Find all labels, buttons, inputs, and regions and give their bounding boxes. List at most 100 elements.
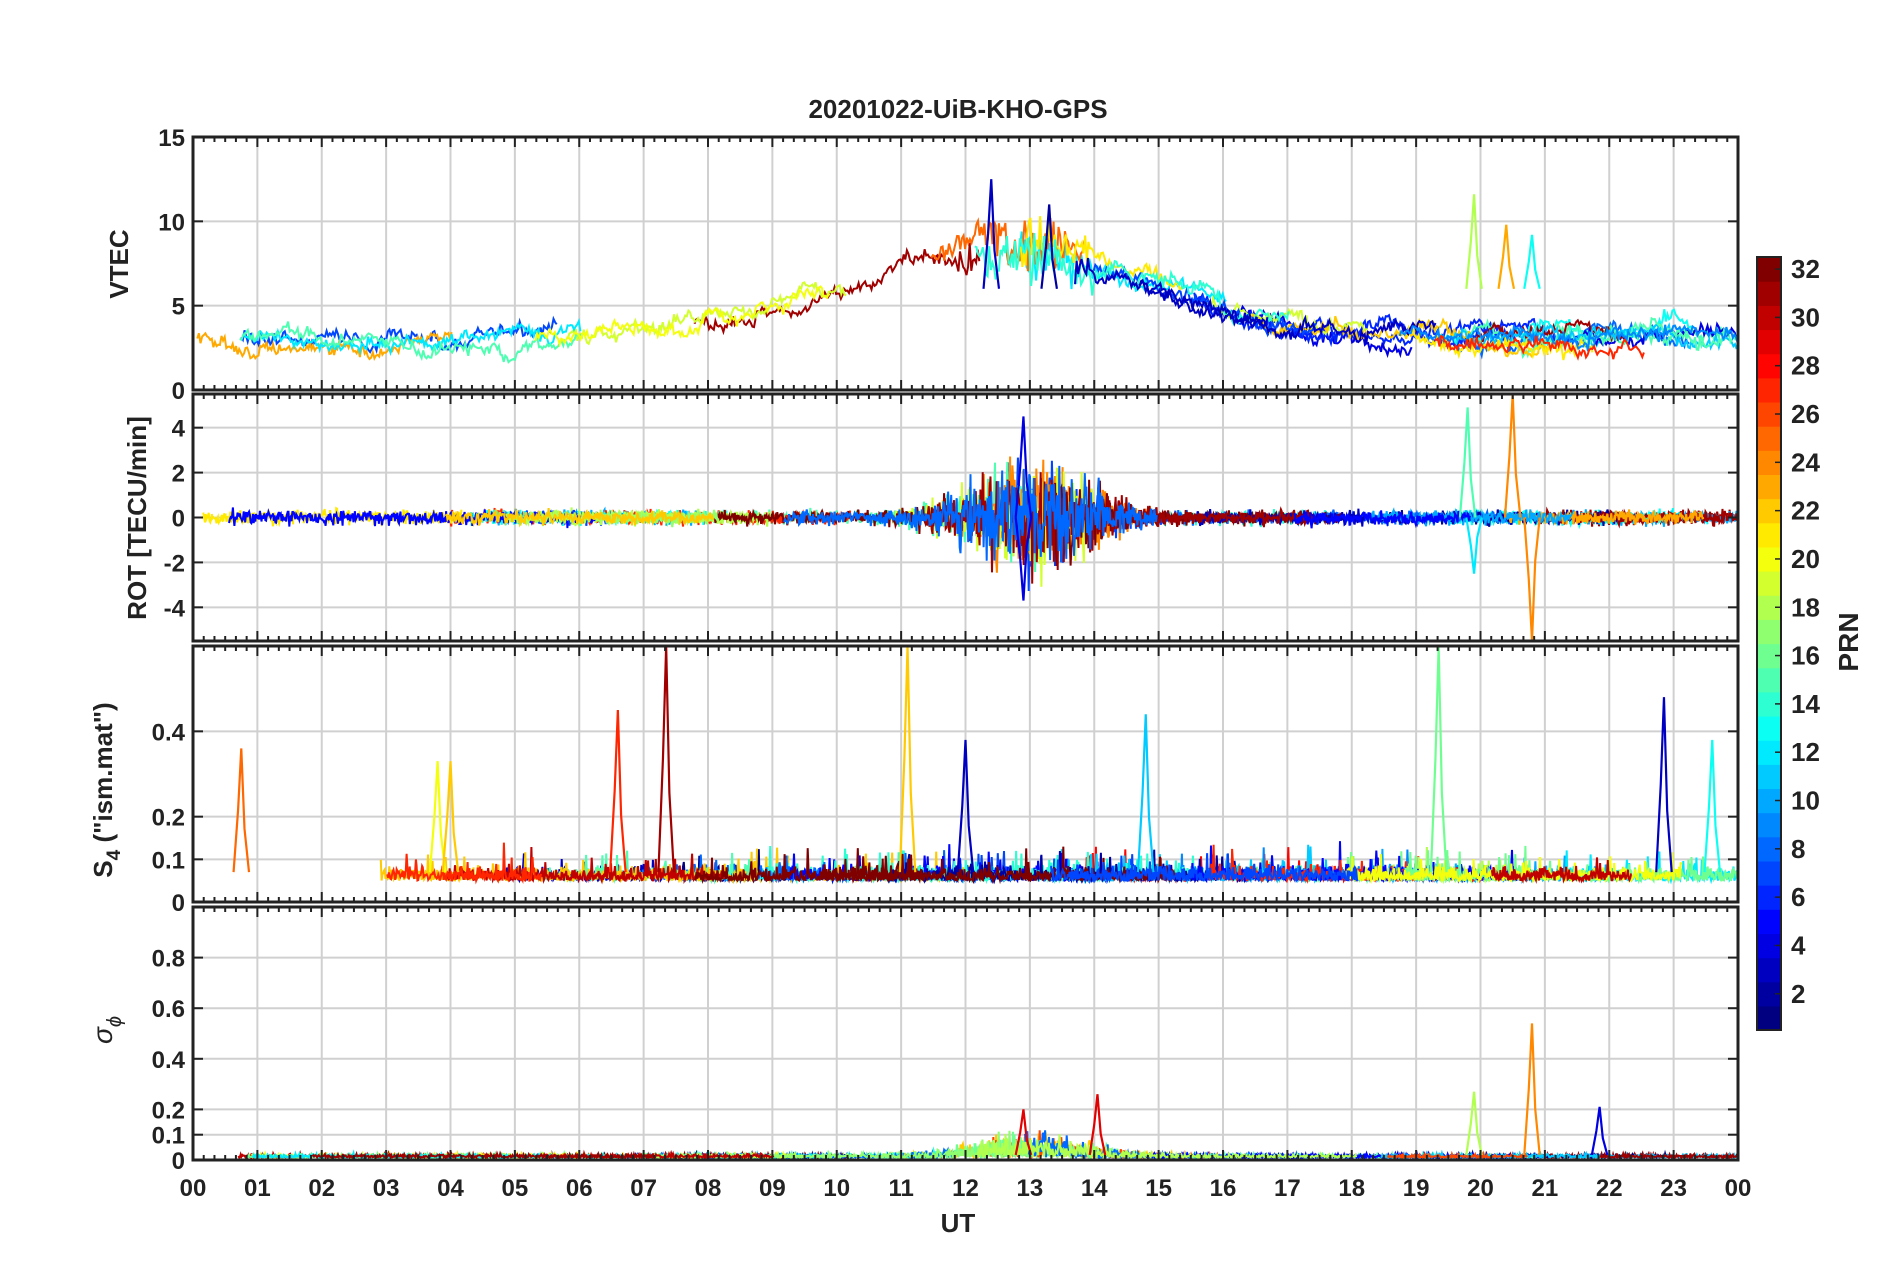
panel-vtec: 0 5 10 15 VTEC <box>104 125 1740 405</box>
colorbar-tick-label: 22 <box>1791 496 1820 526</box>
peak-prn-4 <box>1014 517 1033 601</box>
satellite-track-prn-9 <box>1398 324 1738 352</box>
x-tick-label: 08 <box>695 1175 722 1202</box>
satellite-track-prn-3 <box>1138 280 1269 329</box>
colorbar-swatch-prn-11 <box>1757 764 1781 790</box>
y-tick-label: 0.6 <box>152 996 185 1023</box>
peak-prn-4 <box>1590 1106 1609 1156</box>
colorbar-swatch-prn-25 <box>1757 426 1781 451</box>
peak-prn-15 <box>1458 407 1477 518</box>
peak-prn-18 <box>1465 1091 1483 1156</box>
colorbar-frame <box>1756 256 1782 1031</box>
peak-prn-3 <box>1655 697 1673 873</box>
x-tick-label: 00 <box>180 1175 207 1202</box>
colorbar-tick-label: 10 <box>1791 786 1820 816</box>
peak-prn-11 <box>1136 714 1155 873</box>
satellite-track-prn-7 <box>1092 262 1317 338</box>
peak-prn-24 <box>1503 394 1522 518</box>
peak-prn-20 <box>428 761 447 873</box>
axes-sigma-phi: 00.10.2 0.4 0.6 0.8 <box>152 905 1740 1175</box>
peak-prn-3 <box>982 179 1001 289</box>
satellite-track-prn-8 <box>783 465 1158 563</box>
peak-prn-22 <box>441 761 460 873</box>
x-tick-label: 06 <box>566 1175 593 1202</box>
x-tick-label: 01 <box>244 1175 271 1202</box>
x-axis-label: UT <box>941 1208 976 1238</box>
x-tick-label: 02 <box>308 1175 335 1202</box>
y-tick-label: 0 <box>172 506 185 533</box>
y-tick-label: 0.4 <box>152 719 186 746</box>
colorbar-tick-label: 4 <box>1791 930 1806 960</box>
peak-prn-25 <box>232 748 251 873</box>
series-lines-vtec <box>196 179 1738 364</box>
series-lines-rot <box>202 394 1738 641</box>
colorbar-tick-label: 32 <box>1791 254 1820 284</box>
x-tick-labels: 00 01 02 03 04 05 06 07 08 09 10 11 12 13 14 15 16 17 18 19… <box>180 1175 1752 1202</box>
colorbar-swatch-prn-9 <box>1757 812 1781 838</box>
satellite-track-prn-30 <box>1490 857 1632 885</box>
ylabel-sigma-sub: ϕ <box>104 1016 126 1027</box>
x-tick-label: 17 <box>1274 1175 1301 1202</box>
y-tick-label: 0 <box>172 378 185 405</box>
grid-rot <box>193 394 1738 641</box>
colorbar-swatch-prn-17 <box>1757 619 1781 645</box>
satellite-track-prn-7 <box>1050 853 1359 885</box>
ylabel-rot: ROT [TECU/min] <box>122 416 152 620</box>
x-tick-label: 22 <box>1596 1175 1623 1202</box>
ylabel-s4: S4 ("ism.mat") <box>88 702 125 877</box>
satellite-track-prn-22 <box>444 507 715 528</box>
panel-sigma-phi: 00.10.2 0.4 0.6 0.8 σϕ <box>87 905 1740 1175</box>
ylabel-s4-main: S <box>88 860 118 877</box>
peak-prn-23 <box>1497 224 1516 290</box>
peak-prn-22 <box>898 646 917 873</box>
colorbar-swatch-prn-15 <box>1757 667 1781 693</box>
chart-title: 20201022-UiB-KHO-GPS <box>808 94 1107 124</box>
colorbar-tick-label: 26 <box>1791 399 1820 429</box>
colorbar-tick-label: 2 <box>1791 979 1805 1009</box>
y-tick-label: 4 <box>172 416 186 443</box>
panel-s4: 0 0.1 0.2 0.4 S4 ("ism.mat") <box>88 644 1740 917</box>
colorbar-tick-label: 14 <box>1791 689 1820 719</box>
x-tick-label: 23 <box>1660 1175 1687 1202</box>
colorbar-swatch-prn-27 <box>1757 377 1781 403</box>
axes-s4: 0 0.1 0.2 0.4 <box>152 644 1740 917</box>
peak-prn-3 <box>956 739 975 873</box>
x-tick-label: 09 <box>759 1175 786 1202</box>
satellite-track-prn-25 <box>930 217 1087 272</box>
x-tick-label: 16 <box>1210 1175 1237 1202</box>
x-tick-label: 11 <box>888 1175 913 1202</box>
y-tick-label: -2 <box>164 550 185 577</box>
x-tick-label: 00 <box>1725 1175 1752 1202</box>
colorbar-swatch-prn-23 <box>1757 474 1781 500</box>
ylabel-s4-rest: ("ism.mat") <box>88 702 118 849</box>
ylabel-vtec: VTEC <box>104 229 134 299</box>
satellite-track-prn-18 <box>976 1133 1358 1160</box>
satellite-track-prn-20 <box>534 285 831 348</box>
peak-prn-16 <box>1429 646 1448 873</box>
peak-prn-2 <box>1040 204 1058 289</box>
x-tick-label: 12 <box>952 1175 979 1202</box>
colorbar-swatch-prn-7 <box>1757 860 1781 886</box>
y-tick-label: 10 <box>158 209 185 236</box>
satellite-track-prn-7 <box>240 315 558 355</box>
peak-prn-29 <box>1088 1094 1107 1156</box>
x-tick-label: 04 <box>437 1175 464 1202</box>
satellite-track-prn-15 <box>239 321 582 364</box>
satellite-track-prn-10 <box>1368 507 1574 527</box>
x-tick-label: 18 <box>1338 1175 1365 1202</box>
y-tick-label: 0 <box>172 1148 185 1175</box>
satellite-track-prn-26 <box>1386 1150 1528 1160</box>
colorbar-swatch-prn-21 <box>1757 522 1781 548</box>
peak-prn-24 <box>1523 517 1541 641</box>
colorbar-tick-label: 30 <box>1791 302 1820 332</box>
y-tick-label: 0.1 <box>152 847 185 874</box>
y-tick-label: 15 <box>158 125 185 152</box>
y-tick-label: 0.4 <box>152 1047 186 1074</box>
axes-rot: -4 -2 0 2 4 <box>164 392 1740 643</box>
x-tick-label: 03 <box>373 1175 400 1202</box>
colorbar-swatch-prn-5 <box>1757 909 1781 934</box>
satellite-track-prn-23 <box>1508 509 1705 525</box>
peak-prn-18 <box>1465 194 1483 289</box>
